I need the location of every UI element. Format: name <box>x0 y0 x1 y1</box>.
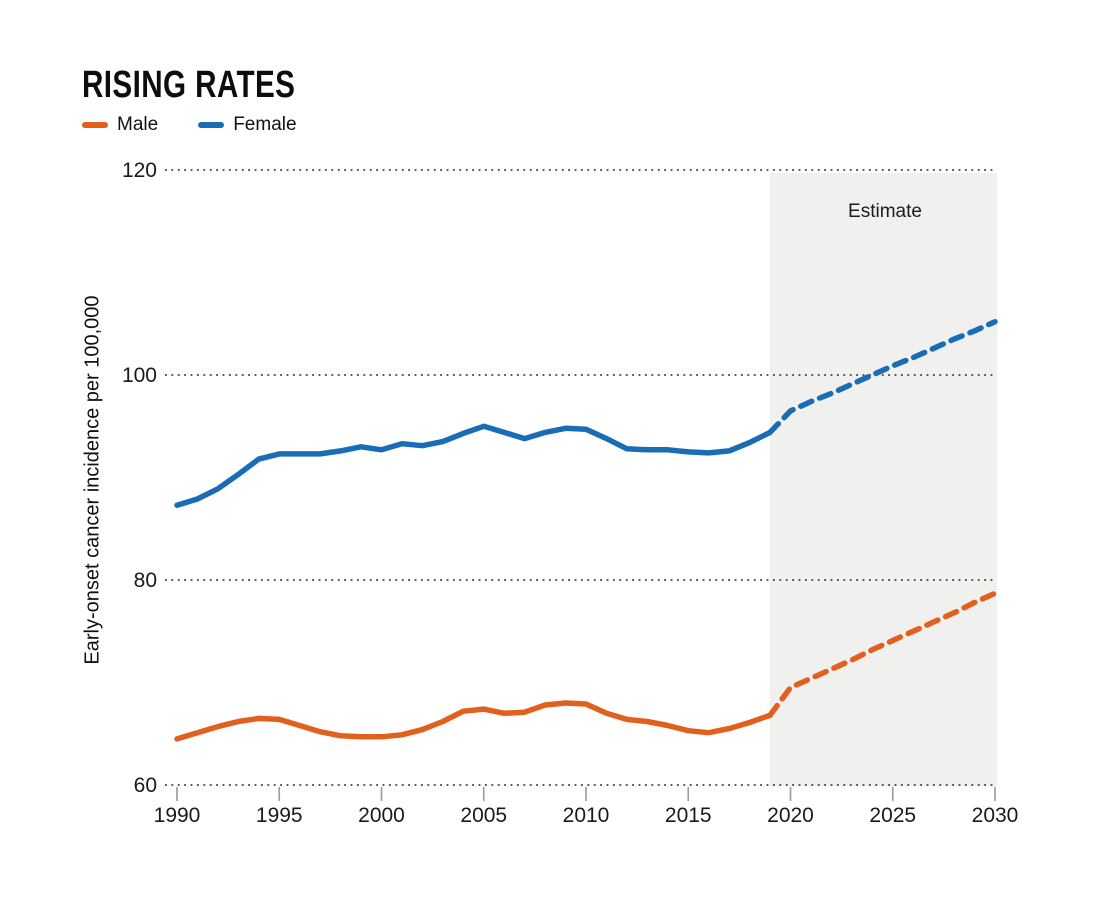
legend-swatch-male <box>82 122 108 128</box>
x-tick-label: 2030 <box>972 804 1019 827</box>
x-tick-label: 2015 <box>665 804 712 827</box>
y-tick-label: 80 <box>134 569 157 592</box>
estimate-region <box>770 173 997 786</box>
series-line-male <box>174 700 773 742</box>
x-tick-label: 2025 <box>869 804 916 827</box>
chart-title: RISING RATES <box>82 64 296 106</box>
x-tick-label: 1995 <box>256 804 303 827</box>
series-line-female <box>174 423 773 508</box>
y-tick-label: 100 <box>122 364 157 387</box>
x-tick-label: 2010 <box>563 804 610 827</box>
x-tick-label: 2005 <box>460 804 507 827</box>
x-tick-label: 2000 <box>358 804 405 827</box>
x-tick-label: 2020 <box>767 804 814 827</box>
legend-item-male: Male <box>82 114 158 136</box>
series-line-female-estimate <box>767 318 998 436</box>
legend-item-female: Female <box>198 114 297 136</box>
legend-label: Male <box>117 114 159 135</box>
y-tick-label: 120 <box>122 159 157 182</box>
y-tick-label: 60 <box>134 774 157 797</box>
series-line-male-estimate <box>767 590 998 719</box>
legend: Male Female <box>82 114 297 136</box>
legend-swatch-female <box>198 122 225 128</box>
legend-label: Female <box>233 114 297 135</box>
x-tick-label: 1990 <box>154 804 201 827</box>
estimate-region-label: Estimate <box>848 201 922 222</box>
